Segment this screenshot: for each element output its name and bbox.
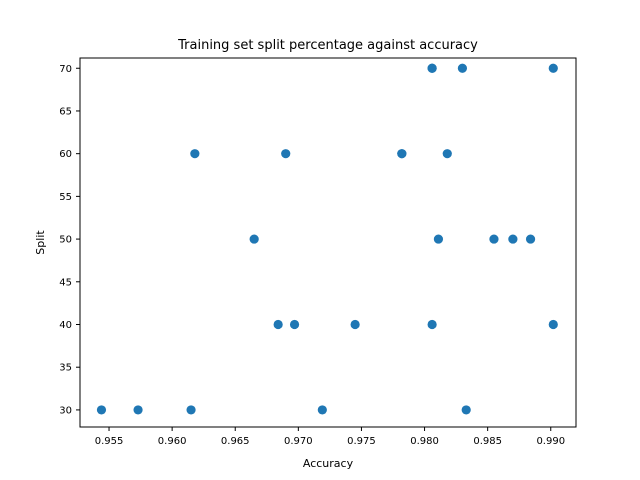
y-tick-label-8: 70 xyxy=(59,64,72,75)
y-tick-label-6: 60 xyxy=(59,149,72,160)
data-point-4 xyxy=(461,405,471,415)
y-tick-label-1: 35 xyxy=(59,363,72,374)
x-tick-label-3: 0.970 xyxy=(284,436,313,447)
data-point-18 xyxy=(397,149,407,159)
data-point-5 xyxy=(273,319,283,330)
chart-title: Training set split percentage against ac… xyxy=(177,38,478,53)
data-point-15 xyxy=(190,149,200,159)
data-point-13 xyxy=(508,234,518,244)
data-point-7 xyxy=(350,319,360,330)
y-tick-label-7: 65 xyxy=(59,106,72,117)
plot-frame xyxy=(79,57,577,428)
x-axis-ticks: 0.955 0.960 0.965 0.970 0.975 0.980 0.985 0.990 xyxy=(95,427,565,447)
x-tick-label-7: 0.990 xyxy=(536,436,565,447)
x-tick-label-4: 0.975 xyxy=(347,436,376,447)
data-points xyxy=(96,63,558,415)
data-point-14 xyxy=(525,234,536,244)
x-tick-label-5: 0.980 xyxy=(410,436,439,447)
data-point-23 xyxy=(548,63,558,73)
data-point-19 xyxy=(442,149,452,159)
x-tick-label-0: 0.955 xyxy=(95,436,124,447)
data-point-12 xyxy=(489,234,499,244)
data-point-8 xyxy=(427,319,437,330)
data-point-9 xyxy=(548,319,558,330)
data-point-3 xyxy=(317,405,327,415)
data-point-16 xyxy=(281,149,291,159)
data-point-1 xyxy=(133,405,143,415)
y-tick-label-0: 30 xyxy=(59,405,72,416)
data-point-10 xyxy=(249,234,259,244)
x-axis-label: Accuracy xyxy=(303,457,354,470)
data-point-2 xyxy=(186,405,196,415)
y-tick-label-2: 40 xyxy=(59,320,72,331)
y-axis-ticks: 30 35 40 45 50 55 60 65 70 xyxy=(59,64,80,416)
y-axis-label: Split xyxy=(34,230,47,255)
data-point-11 xyxy=(433,234,444,244)
x-tick-label-1: 0.960 xyxy=(158,436,187,447)
x-tick-label-2: 0.965 xyxy=(221,436,250,447)
y-tick-label-4: 50 xyxy=(59,235,72,246)
data-point-21 xyxy=(427,63,437,73)
y-tick-label-5: 55 xyxy=(59,192,72,203)
data-point-22 xyxy=(457,63,468,73)
x-tick-label-6: 0.985 xyxy=(473,436,502,447)
y-tick-label-3: 45 xyxy=(59,277,72,288)
data-point-0 xyxy=(96,405,107,415)
data-point-6 xyxy=(289,319,300,330)
